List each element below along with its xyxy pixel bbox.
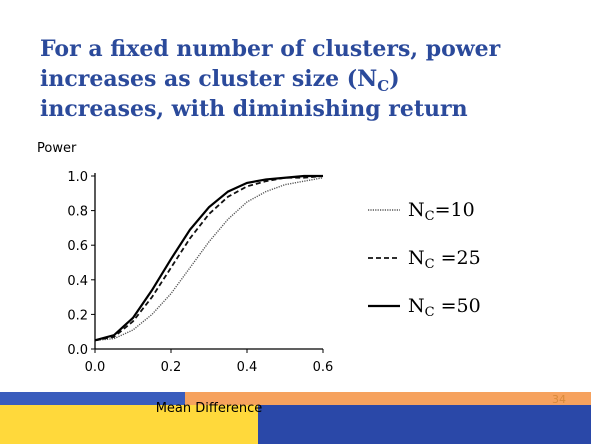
y-tick-label: 0.8 [67, 205, 88, 220]
band [0, 405, 258, 444]
y-tick-label: 1.0 [67, 170, 88, 185]
y-axis-title: Power [37, 141, 77, 156]
title-part: ) [389, 66, 399, 92]
x-tick-label: 0.6 [313, 360, 334, 375]
legend-sub: C [425, 209, 435, 224]
y-tick-label: 0.4 [67, 274, 88, 289]
legend-sub: C [425, 257, 435, 272]
y-tick-label: 0.2 [67, 308, 88, 323]
x-tick-label: 0.0 [85, 360, 106, 375]
legend-part: N [408, 247, 425, 269]
legend-part: =50 [435, 295, 481, 317]
page-number: 34 [552, 393, 566, 406]
series-line [94, 175, 324, 342]
y-tick-label: 0.0 [67, 343, 88, 358]
band [0, 392, 185, 405]
x-tick-label: 0.2 [161, 360, 182, 375]
band [185, 392, 591, 405]
legend-label: NC =50 [408, 295, 481, 320]
title-part: increases as cluster size (N [40, 66, 377, 92]
title-sub: C [377, 77, 389, 95]
legend-part: =25 [435, 247, 481, 269]
title-line: increases, with diminishing return [40, 96, 468, 122]
series-line [94, 177, 324, 342]
band [258, 405, 591, 444]
legend-sub: C [425, 305, 435, 320]
legend-label: NC=10 [408, 199, 475, 224]
series-line [94, 174, 323, 342]
x-axis-title: Mean Difference [156, 401, 263, 416]
legend-part: N [408, 295, 425, 317]
y-tick-label: 0.6 [67, 239, 88, 254]
title-line: increases as cluster size (NC) [40, 66, 400, 95]
legend-part: =10 [435, 199, 475, 221]
x-tick-label: 0.4 [237, 360, 258, 375]
legend-label: NC =25 [408, 247, 481, 272]
title-line: For a fixed number of clusters, power [40, 36, 501, 62]
legend-part: N [408, 199, 425, 221]
